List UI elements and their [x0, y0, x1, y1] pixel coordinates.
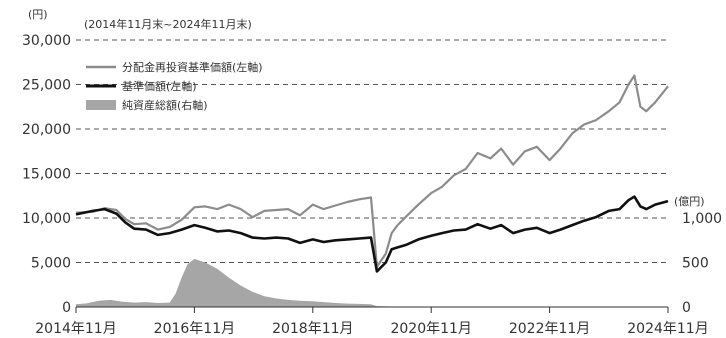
x-axis-tick-label: 2024年11月: [627, 321, 708, 337]
legend: 分配金再投資基準価額(左軸) 基準価額(左軸) 純資産総額(右軸): [86, 60, 263, 112]
x-axis-tick-label: 2022年11月: [509, 321, 590, 337]
legend-swatch-net-assets: [86, 100, 116, 110]
left-axis-tick-label: 30,000: [22, 33, 71, 49]
legend-label-net-assets: 純資産総額(右軸): [122, 98, 208, 112]
x-axis-tick-label: 2014年11月: [35, 321, 116, 337]
left-axis-tick-label: 20,000: [22, 122, 71, 138]
right-axis-unit: (億円): [674, 195, 705, 208]
left-axis-tick-label: 25,000: [22, 78, 71, 94]
right-axis-tick-label: 500: [682, 256, 709, 272]
series-line-nav: [75, 195, 669, 273]
left-axis-tick-label: 5,000: [31, 256, 71, 272]
x-axis-tick-label: 2018年11月: [272, 321, 353, 337]
x-axis-tick-label: 2020年11月: [390, 321, 471, 337]
left-axis-tick-label: 0: [62, 300, 71, 316]
series-area-net-assets: [76, 258, 668, 307]
legend-label-nav: 基準価額(左軸): [122, 79, 197, 93]
legend-label-reinvested-nav: 分配金再投資基準価額(左軸): [122, 60, 263, 74]
series-line-reinvested-nav: [75, 74, 669, 268]
left-axis-unit: (円): [28, 8, 48, 21]
left-axis-tick-label: 10,000: [22, 211, 71, 227]
x-axis-tick-label: 2016年11月: [154, 321, 235, 337]
right-axis-tick-label: 1,000: [682, 211, 722, 227]
period-label: (2014年11月末~2024年11月末): [84, 17, 252, 31]
left-axis-tick-label: 15,000: [22, 167, 71, 183]
right-axis-tick-label: 0: [682, 300, 691, 316]
